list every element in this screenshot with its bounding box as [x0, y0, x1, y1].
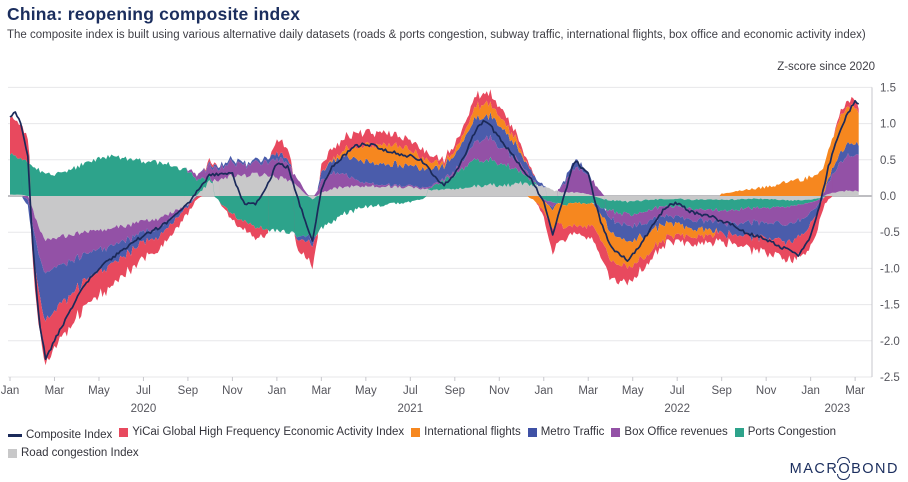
- x-year-label: 2023: [825, 403, 851, 415]
- legend-label: Composite Index: [26, 429, 113, 442]
- legend-item-international-flights: International flights: [411, 423, 521, 441]
- legend-color-swatch: [8, 448, 17, 458]
- legend-color-swatch: [734, 427, 744, 437]
- area-road-congestion-index: [10, 172, 859, 242]
- x-tick-label: May: [622, 385, 644, 397]
- legend-label: Road congestion Index: [21, 447, 139, 460]
- x-year-label: 2022: [664, 403, 690, 415]
- chart-subtitle: The composite index is built using vario…: [7, 29, 866, 41]
- x-tick-label: Mar: [45, 385, 65, 397]
- x-tick-label: Jul: [403, 385, 418, 397]
- legend-label: Box Office revenues: [624, 426, 728, 438]
- legend-item-ports-congestion: Ports Congestion: [734, 423, 836, 441]
- y-tick-label: -1.0: [880, 263, 900, 275]
- x-tick-label: Nov: [489, 385, 510, 397]
- legend-item-composite-index: Composite Index: [8, 426, 112, 444]
- area-box-office-revenues: [10, 134, 859, 274]
- composite-index-line: [9, 99, 860, 361]
- legend-item-yicai-global-high-frequency-economic-activity-index: YiCai Global High Frequency Economic Act…: [119, 423, 404, 441]
- x-tick-label: Jan: [1, 385, 20, 397]
- x-year-label: 2020: [131, 403, 157, 415]
- chart-legend: Composite Index YiCai Global High Frequen…: [8, 423, 900, 464]
- x-tick-label: May: [88, 385, 110, 397]
- area-ports-congestion: [10, 153, 859, 240]
- legend-item-metro-traffic: Metro Traffic: [527, 423, 605, 441]
- legend-color-swatch: [411, 427, 421, 437]
- legend-item-road-congestion-index: Road congestion Index: [8, 444, 139, 462]
- x-tick-label: Mar: [311, 385, 331, 397]
- page-title: China: reopening composite index: [7, 4, 301, 24]
- x-tick-label: Jul: [670, 385, 685, 397]
- legend-color-swatch: [119, 427, 129, 437]
- y-tick-label: -2.5: [880, 372, 900, 384]
- y-axis-note: Z-score since 2020: [777, 61, 875, 73]
- x-tick-label: Sep: [445, 385, 465, 397]
- x-year-label: 2021: [398, 403, 424, 415]
- composite-index-chart: 1.5 1.0 0.5 0.0 -0.5 -1.0 -1.5 -2.0 -2.5 Jan Mar Ma…: [0, 76, 908, 416]
- x-tick-label: Mar: [845, 385, 865, 397]
- chart-canvas: 1.5 1.0 0.5 0.0 -0.5 -1.0 -1.5 -2.0 -2.5 Jan Mar Ma…: [1, 82, 900, 415]
- area-metro-traffic: [10, 111, 859, 322]
- logo-o-mark: O: [837, 457, 852, 480]
- x-tick-label: Jan: [268, 385, 287, 397]
- legend-label: Metro Traffic: [540, 426, 605, 438]
- x-tick-label: Nov: [756, 385, 777, 397]
- legend-label: Ports Congestion: [747, 426, 836, 438]
- x-tick-label: May: [355, 385, 377, 397]
- x-tick-label: Jul: [136, 385, 151, 397]
- y-tick-label: -2.0: [880, 336, 900, 348]
- legend-label: International flights: [424, 426, 521, 438]
- x-tick-label: Mar: [578, 385, 598, 397]
- y-tick-label: 0.5: [880, 155, 896, 167]
- legend-item-box-office-revenues: Box Office revenues: [611, 423, 728, 441]
- x-tick-label: Jan: [801, 385, 820, 397]
- y-tick-label: 1.0: [880, 119, 896, 131]
- macrobond-logo: MACROBOND: [789, 457, 899, 480]
- x-tick-label: Sep: [178, 385, 198, 397]
- legend-line-swatch: [8, 434, 22, 437]
- y-tick-label: -1.5: [880, 300, 900, 312]
- y-tick-label: -0.5: [880, 227, 900, 239]
- x-tick-label: Jan: [534, 385, 553, 397]
- x-tick-label: Sep: [711, 385, 731, 397]
- y-tick-label: 0.0: [880, 191, 896, 203]
- legend-color-swatch: [527, 427, 537, 437]
- legend-label: YiCai Global High Frequency Economic Act…: [132, 426, 405, 438]
- x-tick-label: Nov: [222, 385, 243, 397]
- y-tick-label: 1.5: [880, 82, 896, 94]
- legend-color-swatch: [611, 427, 621, 437]
